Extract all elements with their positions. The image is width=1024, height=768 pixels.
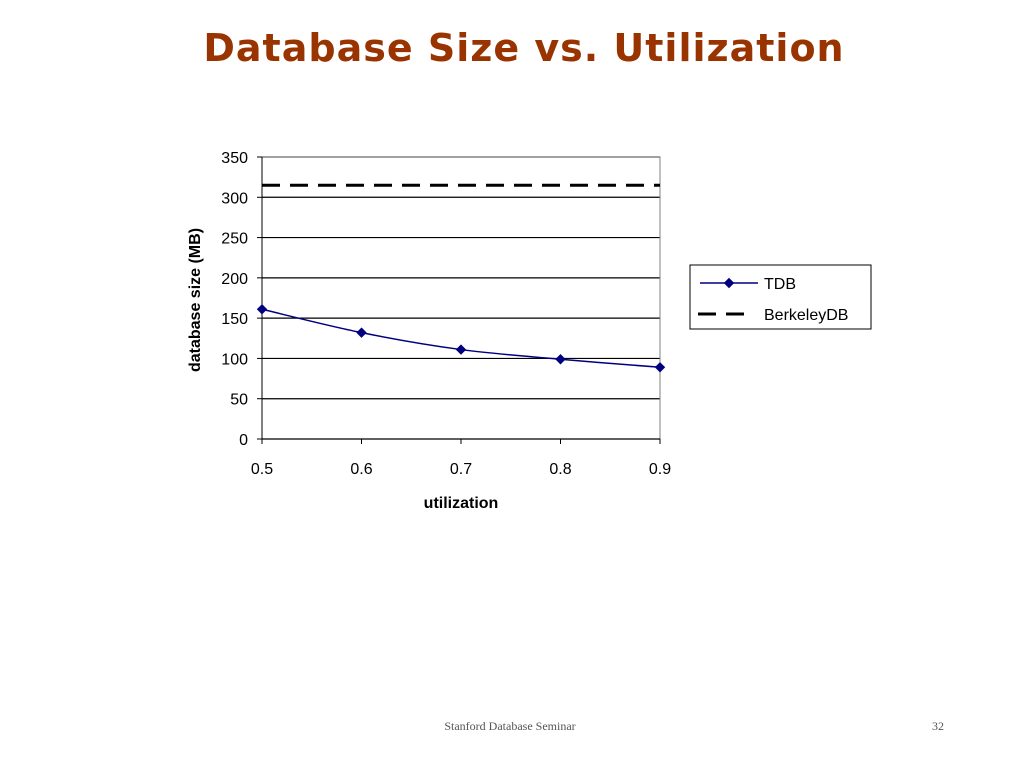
- y-tick-label: 250: [221, 231, 248, 248]
- legend-label: TDB: [764, 276, 796, 293]
- y-tick-label: 350: [221, 150, 248, 167]
- y-axis-title: database size (MB): [187, 228, 204, 372]
- axes: [257, 156, 661, 444]
- x-tick-label: 0.5: [251, 461, 273, 478]
- x-axis-title: utilization: [424, 495, 499, 512]
- slide-title: Database Size vs. Utilization: [203, 26, 845, 70]
- data-point: [256, 304, 268, 315]
- footer-text: Stanford Database Seminar: [444, 719, 576, 733]
- data-point: [356, 327, 367, 338]
- x-tick-label: 0.7: [450, 461, 472, 478]
- page-number: 32: [932, 719, 944, 733]
- y-tick-label: 100: [221, 351, 248, 368]
- data-point: [555, 354, 566, 365]
- data-point: [723, 277, 735, 289]
- data-point: [455, 344, 467, 355]
- data-point: [654, 362, 666, 373]
- legend-label: BerkeleyDB: [764, 307, 848, 324]
- y-tick-label: 0: [239, 432, 248, 449]
- tick-labels: 0 50 100 150 200 250 300 350 0.5 0.6 0.7 0.8 0.9: [221, 150, 671, 478]
- legend-box: [689, 264, 872, 330]
- plot-area: [261, 156, 661, 440]
- x-tick-label: 0.9: [649, 461, 671, 478]
- legend: TDB BerkeleyDB: [689, 264, 872, 330]
- x-tick-label: 0.6: [350, 461, 372, 478]
- y-tick-label: 150: [221, 311, 248, 328]
- y-tick-label: 200: [221, 271, 248, 288]
- x-tick-label: 0.8: [549, 461, 571, 478]
- series: [256, 183, 666, 373]
- y-tick-label: 300: [221, 190, 248, 207]
- y-tick-label: 50: [230, 392, 248, 409]
